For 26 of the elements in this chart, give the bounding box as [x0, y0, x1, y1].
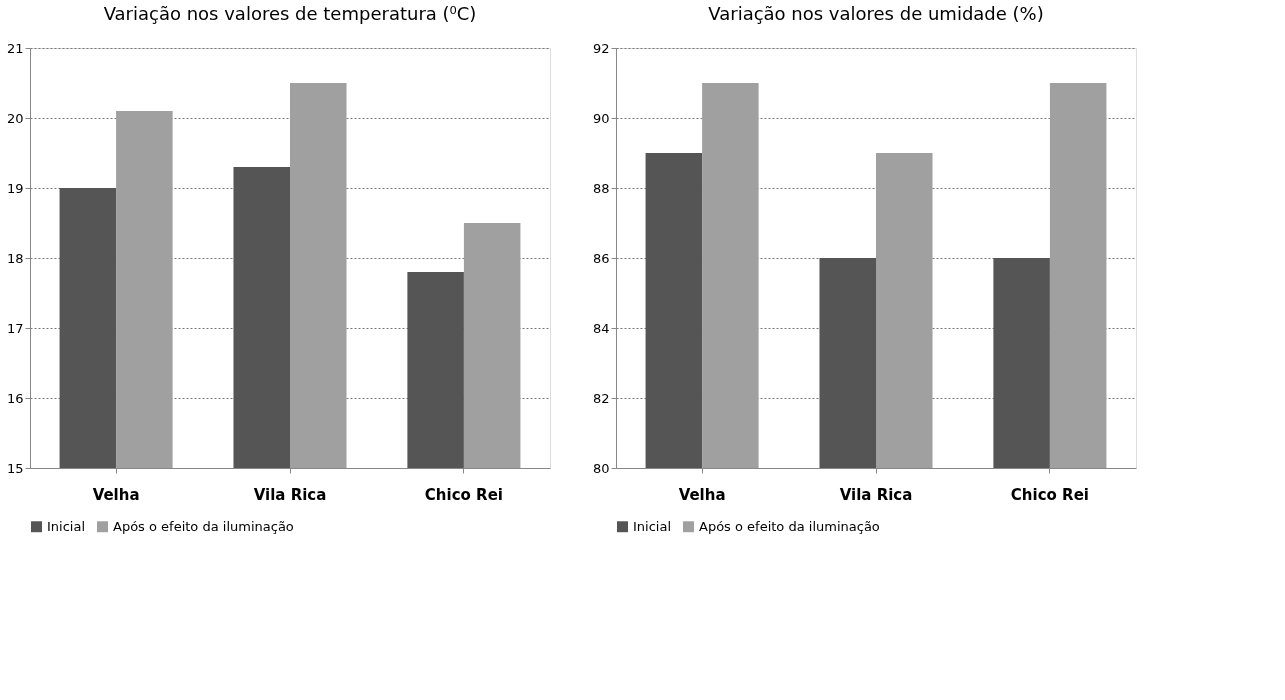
legend-label: Inicial — [47, 518, 86, 534]
x-tick-label: Vila Rica — [253, 485, 327, 504]
legend-label: Após o efeito da iluminação — [699, 518, 880, 534]
x-tick-label: Vila Rica — [839, 485, 913, 504]
legend-label: Após o efeito da iluminação — [113, 518, 294, 534]
y-tick-label: 88 — [592, 180, 610, 196]
y-tick-label: 15 — [6, 460, 24, 476]
y-tick-label: 86 — [592, 250, 610, 266]
y-tick-label: 16 — [6, 390, 24, 406]
y-tick-label: 80 — [592, 460, 610, 476]
y-tick-label: 21 — [6, 40, 24, 56]
y-tick-label: 92 — [592, 40, 610, 56]
x-tick-label: Velha — [92, 485, 140, 504]
x-tick-label: Velha — [678, 485, 726, 504]
y-tick-label: 19 — [6, 180, 24, 196]
chart-title: Variação nos valores de temperatura (⁰C) — [103, 3, 477, 24]
y-tick-label: 18 — [6, 250, 24, 266]
chart-title: Variação nos valores de umidade (%) — [708, 3, 1044, 24]
legend-label: Inicial — [633, 518, 672, 534]
y-tick-label: 84 — [592, 320, 610, 336]
x-tick-label: Chico Rei — [1010, 485, 1089, 504]
y-tick-label: 82 — [592, 390, 610, 406]
y-tick-label: 20 — [6, 110, 24, 126]
y-tick-label: 90 — [592, 110, 610, 126]
x-tick-label: Chico Rei — [424, 485, 503, 504]
y-tick-label: 17 — [6, 320, 24, 336]
